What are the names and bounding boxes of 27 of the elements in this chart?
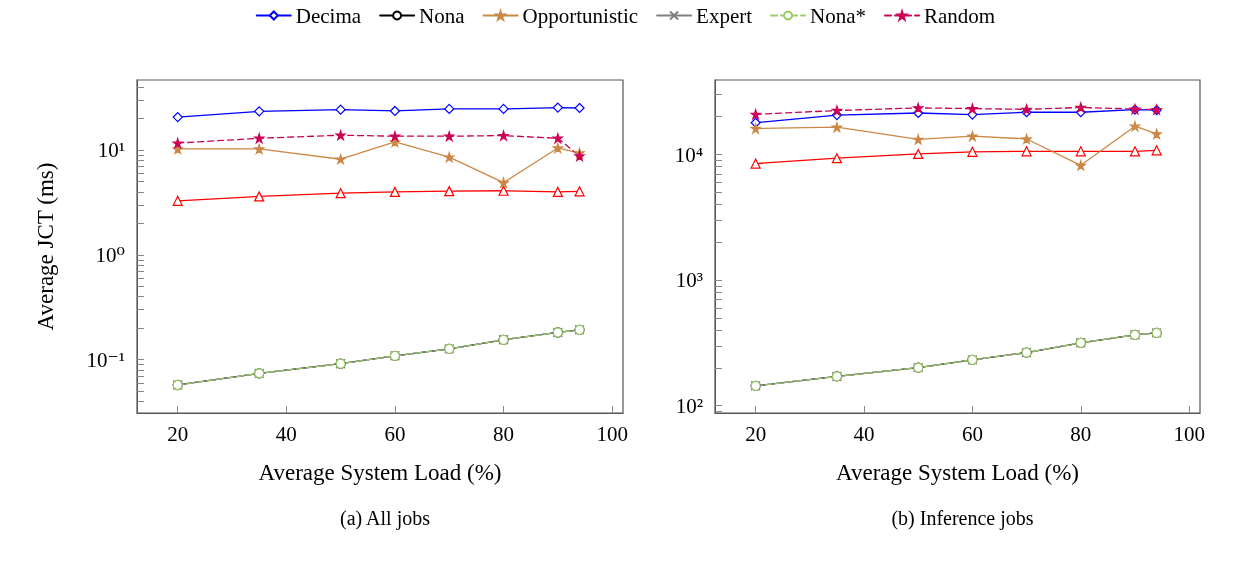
y-axis-title: Average JCT (ms)	[33, 162, 58, 331]
x-tick-label: 80	[493, 421, 515, 446]
x-axis-title: Average System Load (%)	[836, 460, 1079, 485]
y-tick-label: 10²	[675, 393, 703, 418]
x-tick-label: 100	[1173, 421, 1205, 446]
x-tick-label: 60	[384, 421, 406, 446]
x-tick-label: 60	[961, 421, 983, 446]
legend-label: Nona*	[810, 3, 867, 28]
x-tick-label: 40	[275, 421, 297, 446]
x-tick-label: 100	[596, 421, 628, 446]
legend-label: Opportunistic	[522, 3, 639, 28]
y-tick-label: 10¹	[97, 138, 125, 163]
x-axis-title: Average System Load (%)	[258, 460, 502, 485]
text: (a) All jobs	[340, 507, 431, 530]
y-tick-label: 10⁰	[95, 242, 125, 267]
x-tick-label: 20	[167, 421, 189, 446]
legend-label: Decima	[295, 3, 362, 28]
legend-label: Expert	[696, 3, 753, 28]
x-tick-label: 80	[1070, 421, 1092, 446]
y-tick-label: 10³	[675, 268, 703, 293]
y-tick-label: 10⁴	[674, 142, 703, 167]
legend-label: Random	[924, 3, 996, 28]
x-tick-label: 20	[745, 421, 767, 446]
y-tick-label: 10⁻¹	[86, 347, 125, 372]
text: (b) Inference jobs	[891, 507, 1034, 530]
x-tick-label: 40	[853, 421, 875, 446]
legend-label: Nona	[419, 3, 466, 28]
